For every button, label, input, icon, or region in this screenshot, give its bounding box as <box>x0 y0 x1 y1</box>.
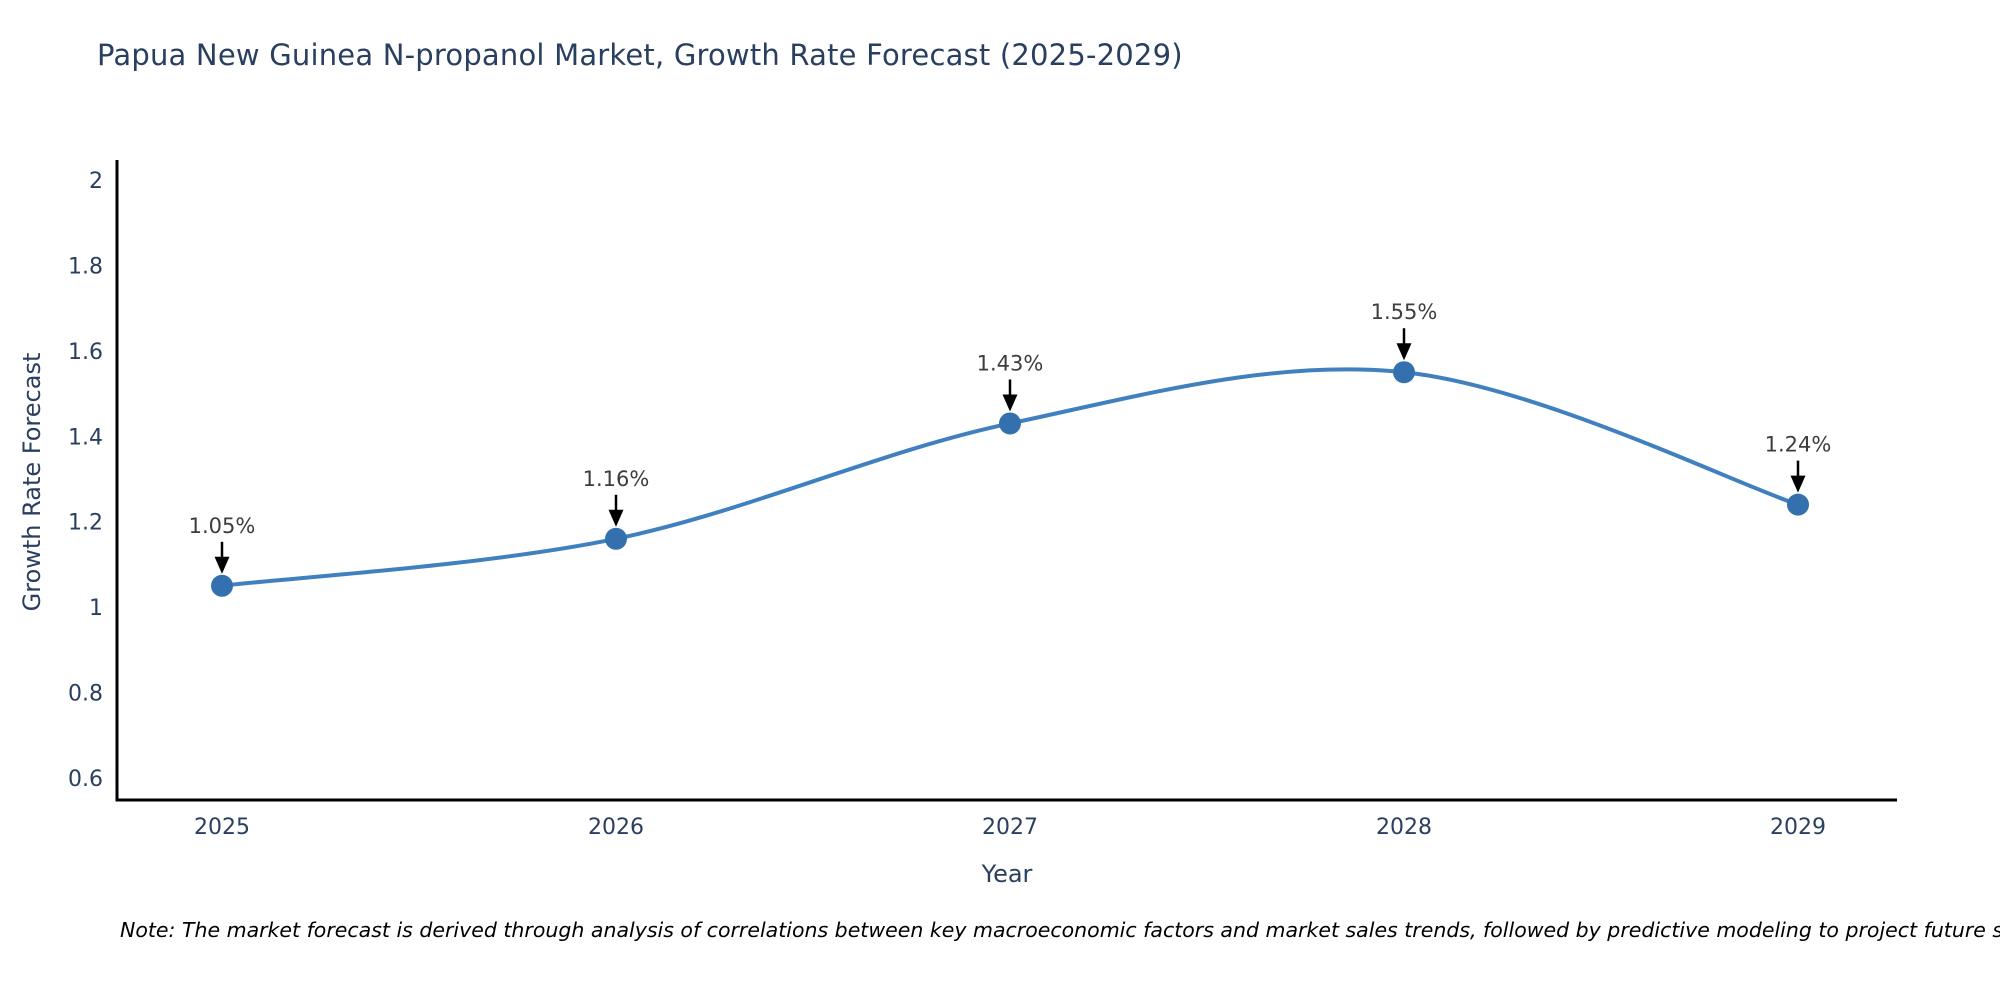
y-tick-1.8: 1.8 <box>68 254 103 279</box>
annotation-arrowhead-2025 <box>214 556 230 574</box>
annotation-arrowhead-2026 <box>608 509 624 527</box>
y-tick-0.6: 0.6 <box>68 767 103 792</box>
x-tick-2027: 2027 <box>982 815 1038 840</box>
y-tick-0.8: 0.8 <box>68 682 103 707</box>
point-label-2029: 1.24% <box>1765 433 1832 457</box>
chart-title: Papua New Guinea N-propanol Market, Grow… <box>97 38 1183 72</box>
y-tick-2: 2 <box>89 169 103 194</box>
y-tick-1.6: 1.6 <box>68 340 103 365</box>
chart-footnote: Note: The market forecast is derived thr… <box>120 918 2000 942</box>
x-tick-2025: 2025 <box>194 815 250 840</box>
x-tick-2029: 2029 <box>1770 815 1826 840</box>
point-label-2028: 1.55% <box>1371 300 1438 324</box>
point-label-2025: 1.05% <box>189 514 256 538</box>
annotation-arrowhead-2029 <box>1790 475 1806 493</box>
y-tick-1: 1 <box>89 596 103 621</box>
point-label-2026: 1.16% <box>583 467 650 491</box>
data-point-2025 <box>211 574 233 597</box>
annotation-arrowhead-2027 <box>1002 394 1018 412</box>
x-axis-title: Year <box>981 860 1033 888</box>
y-axis-title: Growth Rate Forecast <box>18 352 46 612</box>
data-point-2027 <box>999 412 1021 435</box>
data-point-2028 <box>1393 361 1415 384</box>
x-tick-2026: 2026 <box>588 815 644 840</box>
x-tick-2028: 2028 <box>1376 815 1432 840</box>
data-point-2026 <box>605 527 627 550</box>
annotation-arrowhead-2028 <box>1396 343 1412 361</box>
y-tick-1.2: 1.2 <box>68 511 103 536</box>
point-label-2027: 1.43% <box>977 351 1044 375</box>
y-tick-1.4: 1.4 <box>68 425 103 450</box>
data-point-2029 <box>1787 493 1809 516</box>
